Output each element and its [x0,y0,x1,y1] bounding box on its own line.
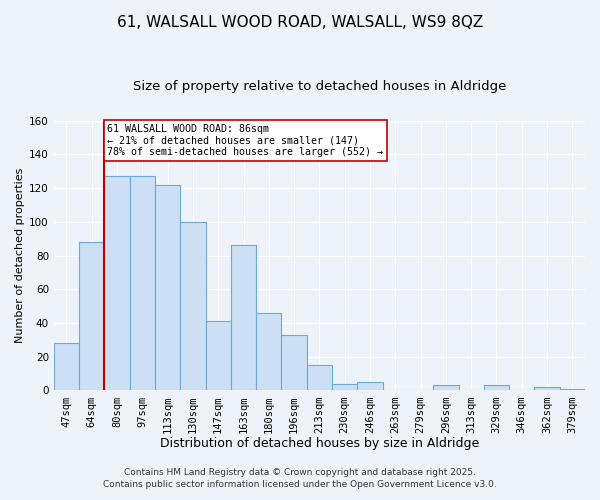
Bar [433,386,458,390]
Bar [560,389,585,390]
X-axis label: Distribution of detached houses by size in Aldridge: Distribution of detached houses by size … [160,437,479,450]
Title: Size of property relative to detached houses in Aldridge: Size of property relative to detached ho… [133,80,506,93]
Bar [307,365,332,390]
Bar [484,386,509,390]
Bar [535,387,560,390]
Bar [206,322,231,390]
Bar [358,382,383,390]
Bar [130,176,155,390]
Bar [180,222,206,390]
Text: Contains HM Land Registry data © Crown copyright and database right 2025.
Contai: Contains HM Land Registry data © Crown c… [103,468,497,489]
Bar [54,343,79,390]
Bar [256,313,281,390]
Text: 61, WALSALL WOOD ROAD, WALSALL, WS9 8QZ: 61, WALSALL WOOD ROAD, WALSALL, WS9 8QZ [117,15,483,30]
Bar [104,176,130,390]
Y-axis label: Number of detached properties: Number of detached properties [15,168,25,343]
Bar [155,184,180,390]
Bar [281,335,307,390]
Text: 61 WALSALL WOOD ROAD: 86sqm
← 21% of detached houses are smaller (147)
78% of se: 61 WALSALL WOOD ROAD: 86sqm ← 21% of det… [107,124,383,157]
Bar [231,246,256,390]
Bar [79,242,104,390]
Bar [332,384,358,390]
